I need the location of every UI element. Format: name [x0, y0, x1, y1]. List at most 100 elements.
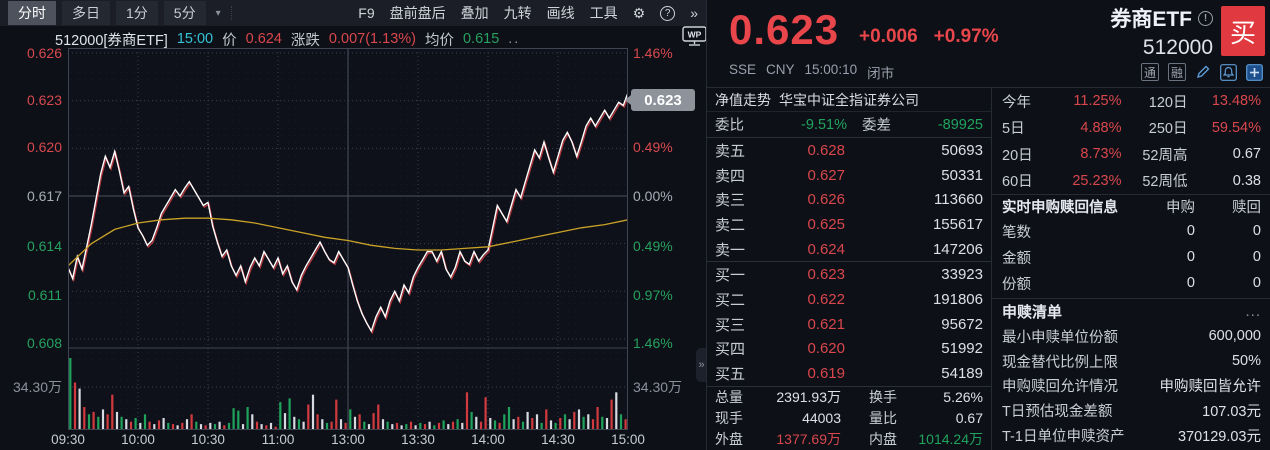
- last-price: 0.623: [729, 6, 840, 53]
- overlay-button[interactable]: 叠加: [460, 5, 489, 21]
- perf-60d-value: 25.23%: [1072, 172, 1122, 189]
- y-tick-price: 0.608: [26, 335, 62, 351]
- tab-multiday[interactable]: 多日: [62, 1, 110, 25]
- bid1-volume: 33923: [941, 266, 983, 284]
- allow-value: 申购赎回皆允许: [1159, 379, 1262, 396]
- allow-label: 申购赎回允许情况: [1002, 379, 1118, 396]
- pre-post-market-button[interactable]: 盘前盘后: [389, 5, 446, 21]
- rong-badge: 融: [1168, 63, 1186, 81]
- perf-120d-value: 13.48%: [1211, 93, 1261, 110]
- ask5-label: 卖五: [715, 142, 746, 160]
- buy-button[interactable]: 买: [1221, 6, 1265, 56]
- ask-row-1[interactable]: 卖一 0.624 147206: [707, 237, 991, 262]
- purchase-col-header: 申购: [1166, 200, 1195, 216]
- bid3-volume: 95672: [941, 315, 983, 333]
- t-cash-row: T日预估现金差额 107.03元: [992, 398, 1270, 423]
- allow-row: 申购赎回允许情况 申购赎回皆允许: [992, 374, 1270, 399]
- shares-redeem-value: 0: [1252, 275, 1261, 291]
- avg-label: 均价: [424, 32, 454, 49]
- y-tick-pct: 0.49%: [633, 139, 673, 155]
- price-value: 0.624: [245, 31, 282, 47]
- bid1-label: 买一: [715, 267, 746, 285]
- price-change-pct: +0.97%: [933, 26, 999, 47]
- change-value: 0.007(1.13%): [328, 31, 416, 47]
- bid-row-2[interactable]: 买二 0.622 191806: [707, 287, 991, 312]
- draw-line-button[interactable]: 画线: [546, 5, 575, 21]
- y-tick-price: 0.620: [26, 139, 62, 155]
- bid-row-5[interactable]: 买五 0.619 54189: [707, 361, 991, 386]
- y-tick-pct-zero: 0.00%: [633, 188, 673, 204]
- f9-button[interactable]: F9: [358, 5, 375, 21]
- min-unit-label: 最小申赎单位份额: [1002, 329, 1118, 346]
- weicha-value: -89925: [937, 116, 983, 133]
- change-label: 涨跌: [290, 32, 320, 49]
- more-ellipsis[interactable]: ...: [1245, 303, 1261, 320]
- currency-label: CNY: [766, 62, 795, 77]
- tools-button[interactable]: 工具: [589, 5, 618, 21]
- ask-row-2[interactable]: 卖二 0.625 155617: [707, 212, 991, 237]
- ask-row-5[interactable]: 卖五 0.628 50693: [707, 138, 991, 163]
- t1-asset-row: T-1日单位申赎资产 370129.03元: [992, 423, 1270, 448]
- tab-1min[interactable]: 1分: [116, 1, 158, 25]
- orders-purchase-value: 0: [1186, 223, 1195, 239]
- orders-count-label: 笔数: [1002, 224, 1031, 241]
- bid3-price: 0.621: [807, 315, 845, 333]
- y-tick-pct: 1.46%: [633, 335, 673, 351]
- more-chevrons-icon[interactable]: »: [690, 5, 698, 21]
- index-name: 华宝中证全指证券公司: [779, 91, 919, 108]
- volume-stats: 总量 2391.93万 换手 5.26% 现手 44003 量比 0.67 外盘 1377.6…: [707, 385, 991, 449]
- perf-120d-label: 120日: [1148, 94, 1188, 111]
- tong-badge: 通: [1141, 63, 1159, 81]
- svg-text:WP: WP: [688, 30, 702, 40]
- redeem-list-title: 申赎清单: [1002, 304, 1063, 321]
- order-book-column: 净值走势 华宝中证全指证券公司 委比 -9.51% 委差 -89925 卖五 0.…: [707, 88, 991, 450]
- ask-row-4[interactable]: 卖四 0.627 50331: [707, 163, 991, 188]
- bid-row-1[interactable]: 买一 0.623 33923: [707, 262, 991, 287]
- ask-row-3[interactable]: 卖三 0.626 113660: [707, 187, 991, 212]
- settings-gear-icon[interactable]: ⚙: [632, 4, 646, 21]
- 52w-high-label: 52周高: [1142, 147, 1188, 164]
- x-tick: 14:30: [541, 432, 575, 447]
- quote-time: 15:00:10: [804, 62, 858, 77]
- price-change: +0.006: [859, 26, 918, 47]
- total-vol-label: 总量: [715, 389, 743, 406]
- ask5-volume: 50693: [941, 141, 983, 159]
- collapse-panel-handle[interactable]: »: [696, 348, 707, 382]
- tab-5min[interactable]: 5分: [163, 1, 206, 25]
- ask4-label: 卖四: [715, 167, 746, 185]
- turnover-label: 换手: [869, 389, 897, 406]
- y-tick-pct: 1.46%: [633, 45, 673, 61]
- nine-turn-button[interactable]: 九转: [503, 5, 532, 21]
- bid2-label: 买二: [715, 291, 746, 309]
- x-tick: 09:30: [51, 432, 85, 447]
- tab-timeshare[interactable]: 分时: [8, 1, 56, 25]
- edit-pencil-icon[interactable]: [1195, 64, 1211, 80]
- chevron-down-icon[interactable]: ▾: [215, 7, 221, 19]
- 52w-low-value: 0.38: [1232, 172, 1261, 189]
- x-tick: 14:00: [471, 432, 505, 447]
- t1-asset-value: 370129.03元: [1177, 429, 1261, 446]
- add-plus-icon[interactable]: [1246, 63, 1263, 81]
- perf-ytd-label: 今年: [1002, 94, 1031, 111]
- perf-20d-label: 20日: [1002, 147, 1033, 164]
- 52w-high-value: 0.67: [1232, 146, 1261, 163]
- x-tick: 10:30: [191, 432, 225, 447]
- market-status: 闭市: [867, 66, 895, 81]
- info-icon[interactable]: !: [1198, 10, 1213, 26]
- weibi-label: 委比: [715, 118, 744, 134]
- fund-code: 512000: [1142, 36, 1213, 59]
- time-label: 15:00: [176, 31, 214, 47]
- inner-vol-label: 内盘: [869, 430, 897, 447]
- amount-label: 金额: [1002, 250, 1031, 267]
- cash-sub-label: 现金替代比例上限: [1002, 354, 1118, 371]
- bid-row-4[interactable]: 买四 0.620 51992: [707, 337, 991, 362]
- bid4-volume: 51992: [941, 340, 983, 358]
- bid-row-3[interactable]: 买三 0.621 95672: [707, 312, 991, 337]
- help-icon[interactable]: ?: [660, 5, 676, 21]
- t-cash-label: T日预估现金差额: [1002, 404, 1113, 421]
- timeshare-chart[interactable]: [67, 48, 630, 430]
- redeem-col-header: 赎回: [1232, 200, 1261, 216]
- alert-bell-icon[interactable]: [1220, 63, 1237, 81]
- nav-trend-row[interactable]: 净值走势 华宝中证全指证券公司: [707, 88, 991, 112]
